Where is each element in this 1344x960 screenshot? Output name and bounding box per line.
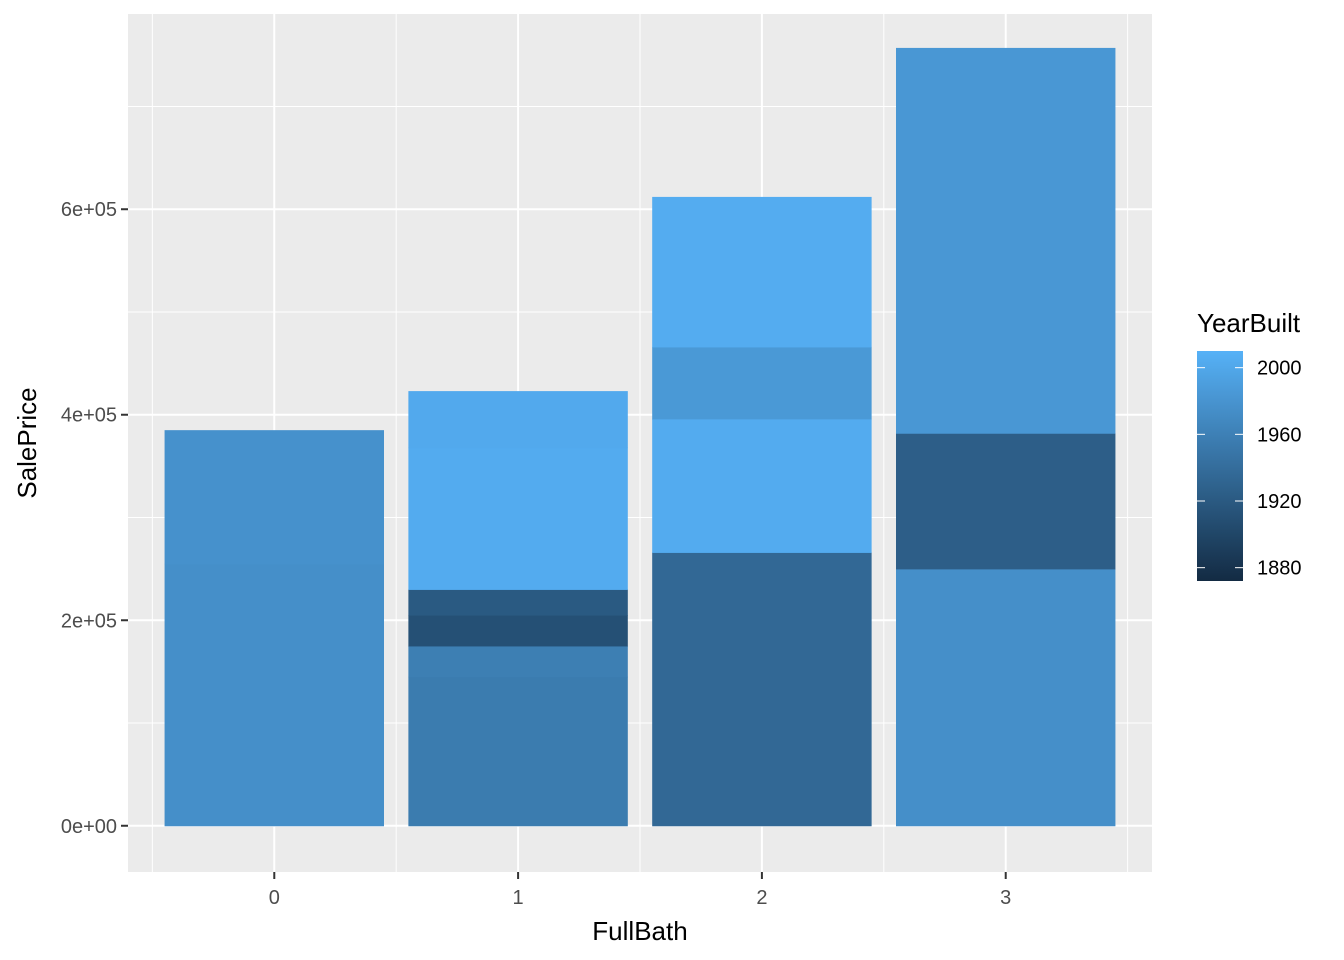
bar-segment-1-2 [408, 615, 628, 647]
bar-segment-1-4 [408, 447, 628, 590]
bar-segment-1-1 [408, 645, 628, 678]
bar-segment-1-3 [408, 589, 628, 616]
bar-segment-2-1 [652, 418, 872, 553]
legend: YearBuilt 1880 1920 1960 2000 [1197, 308, 1302, 581]
x-tick-label: 1 [513, 887, 524, 909]
bar-segment-0-1 [164, 430, 384, 565]
x-tick-label: 0 [269, 887, 280, 909]
legend-tick-label: 1920 [1257, 491, 1302, 513]
x-tick-label: 2 [756, 887, 767, 909]
bar-segment-3-1 [896, 433, 1116, 570]
y-tick-label: 4e+05 [61, 405, 117, 427]
legend-tick-label: 2000 [1257, 358, 1302, 380]
bar-segment-0-0 [164, 563, 384, 827]
legend-title: YearBuilt [1197, 308, 1301, 338]
y-tick-label: 2e+05 [61, 610, 117, 632]
bar-segment-3-2 [896, 47, 1116, 434]
legend-colorbar [1197, 351, 1243, 581]
y-tick-label: 6e+05 [61, 199, 117, 221]
y-axis: 0e+00 2e+05 4e+05 6e+05 [61, 199, 128, 838]
bar-segment-3-0 [896, 568, 1116, 827]
x-tick-label: 3 [1000, 887, 1011, 909]
x-axis: 0 1 2 3 [269, 872, 1011, 909]
bar-segment-2-0 [652, 552, 872, 827]
y-tick-label: 0e+00 [61, 816, 117, 838]
bar-segment-2-3 [652, 196, 872, 348]
bar-segment-1-0 [408, 676, 628, 827]
legend-tick-label: 1960 [1257, 424, 1302, 446]
bar-segment-2-2 [652, 346, 872, 420]
y-axis-title: SalePrice [12, 387, 42, 498]
x-axis-title: FullBath [592, 916, 687, 946]
bars [164, 47, 1116, 827]
bar-segment-1-5 [408, 391, 628, 449]
legend-ticks: 1880 1920 1960 2000 [1197, 358, 1302, 580]
legend-tick-label: 1880 [1257, 558, 1302, 580]
